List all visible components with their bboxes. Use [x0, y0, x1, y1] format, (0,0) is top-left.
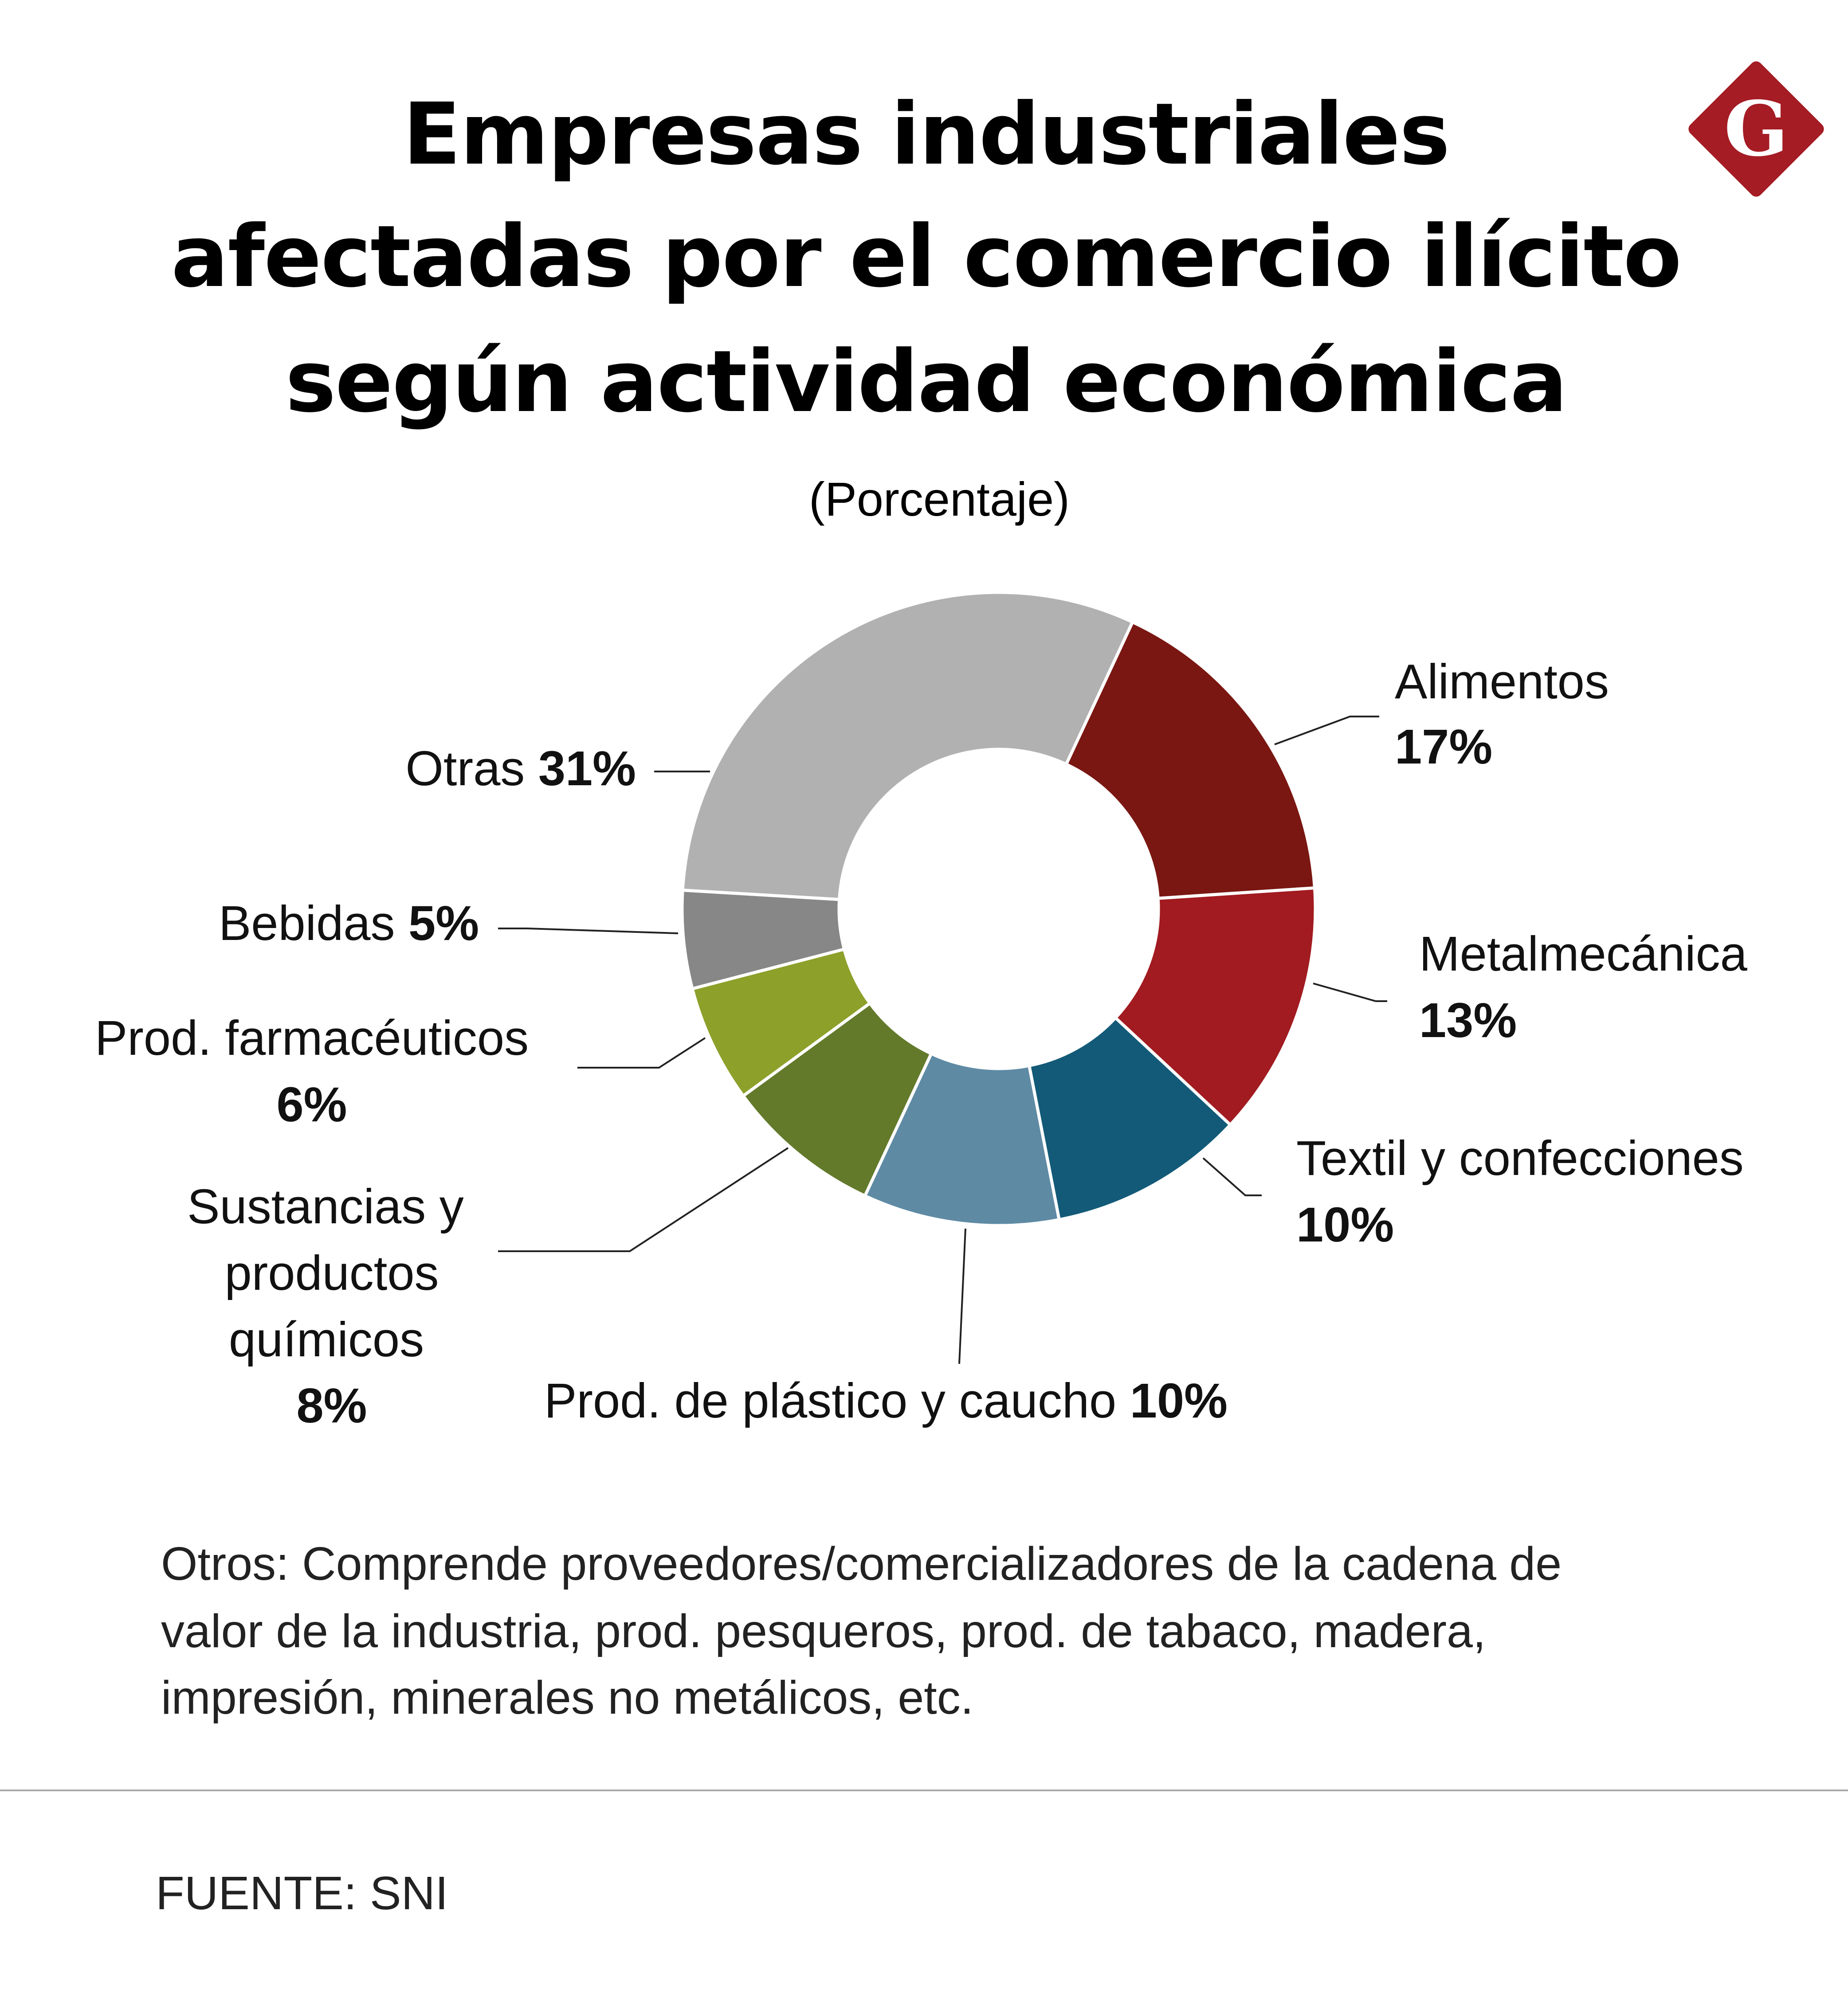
value-plastico: 10%: [1130, 1374, 1228, 1428]
value-metalmecanica: 13%: [1419, 993, 1517, 1048]
slice-textil-y-confecciones: [1027, 1015, 1233, 1222]
value-bebidas: 5%: [408, 896, 479, 951]
slice-prod-de-plástico-y-caucho: [863, 1051, 1061, 1227]
value-textil: 10%: [1296, 1198, 1394, 1252]
label-sustancias-3: químicos: [229, 1312, 424, 1367]
slice-otras: [681, 591, 1135, 901]
leader-plastico: [958, 1228, 966, 1364]
label-sustancias-2: productos: [224, 1246, 439, 1300]
leader-sustancias: [498, 1147, 789, 1252]
subtitle: (Porcentaje): [809, 472, 1070, 526]
donut-chart: [680, 591, 1317, 1227]
label-sustancias-1: Sustancias y: [187, 1179, 464, 1234]
title-line-2: afectadas por el comercio ilícito: [171, 208, 1681, 306]
footnote-line-1: Otros: Comprende proveedores/comercializ…: [161, 1538, 1562, 1590]
label-otras: Otras 31%: [405, 741, 636, 796]
slice-alimentos: [1064, 620, 1317, 900]
leader-metalmecanica: [1313, 983, 1387, 1002]
leader-textil: [1202, 1157, 1262, 1196]
slice-sustancias-y-productos-químicos: [741, 1001, 934, 1198]
label-metalmecanica: Metalmecánica: [1419, 927, 1748, 981]
label-plastico: Prod. de plástico y caucho 10%: [544, 1374, 1228, 1428]
value-farmaceuticos: 6%: [277, 1077, 347, 1132]
slice-metalmecánica: [1113, 886, 1317, 1127]
label-plastico-text: Prod. de plástico y caucho: [544, 1374, 1116, 1428]
label-bebidas: Bebidas 5%: [219, 896, 479, 951]
value-otras: 31%: [538, 741, 636, 796]
label-textil: Textil y confecciones: [1296, 1131, 1744, 1186]
footnote-line-2: valor de la industria, prod. pesqueros, …: [161, 1605, 1486, 1657]
footnote-line-3: impresión, minerales no metálicos, etc.: [161, 1672, 973, 1724]
leader-alimentos: [1274, 716, 1379, 745]
label-farmaceuticos: Prod. farmacéuticos: [95, 1011, 529, 1065]
value-alimentos: 17%: [1395, 720, 1492, 774]
leader-bebidas: [498, 928, 679, 934]
title-line-3: según actividad económica: [285, 333, 1566, 431]
label-otras-text: Otras: [405, 741, 525, 796]
value-sustancias: 8%: [297, 1378, 367, 1433]
leader-farmaceuticos: [577, 1037, 706, 1069]
logo-icon: G: [1688, 61, 1824, 197]
label-alimentos: Alimentos: [1395, 654, 1609, 709]
label-bebidas-text: Bebidas: [219, 896, 395, 951]
svg-text:G: G: [1724, 85, 1788, 173]
source: FUENTE: SNI: [156, 1867, 448, 1919]
title-line-1: Empresas industriales: [403, 85, 1449, 184]
